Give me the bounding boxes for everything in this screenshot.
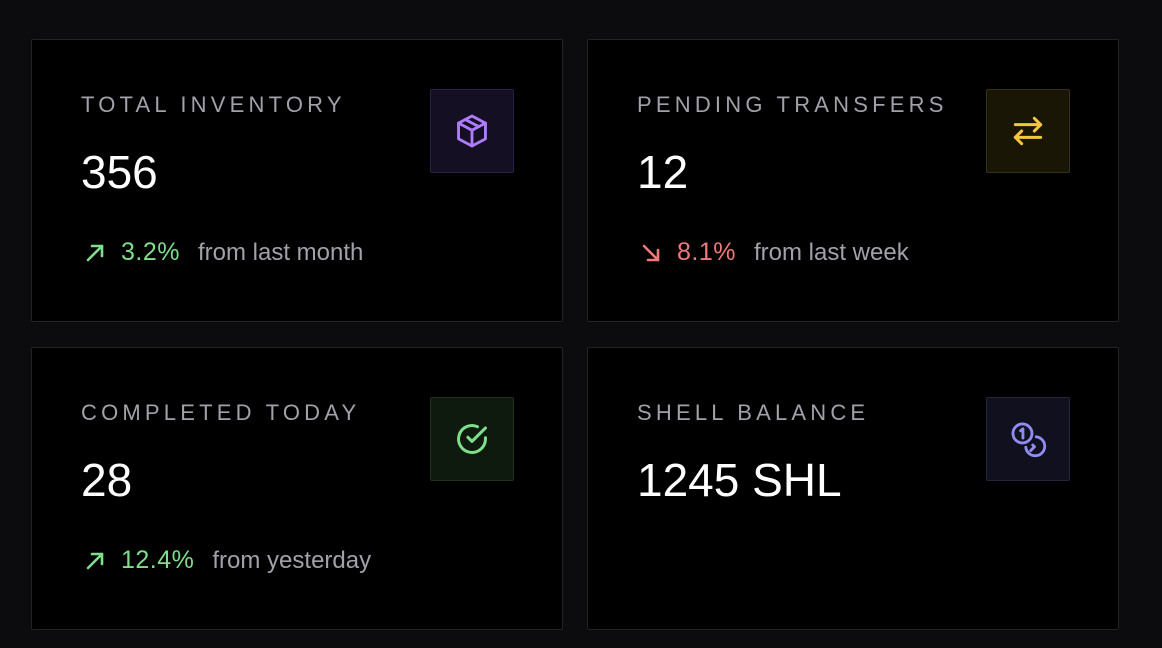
trend-percent: 8.1%: [677, 238, 736, 266]
trend-indicator: 8.1% from last week: [639, 238, 909, 267]
stats-grid: TOTAL INVENTORY 356 3.2% from last month…: [31, 39, 1119, 630]
trend-percent: 3.2%: [121, 238, 180, 266]
icon-box: [430, 397, 514, 481]
stat-card-shell-balance: SHELL BALANCE 1245 SHL: [587, 347, 1119, 630]
arrows-left-right-icon: [1013, 116, 1043, 146]
card-label: COMPLETED TODAY: [81, 400, 361, 425]
stat-card-completed-today: COMPLETED TODAY 28 12.4% from yesterday: [31, 347, 563, 630]
card-label: TOTAL INVENTORY: [81, 92, 346, 117]
card-value: 356: [81, 146, 158, 198]
trend-up-icon: [86, 244, 104, 261]
trend-up-icon: [86, 552, 104, 569]
card-value: 28: [81, 454, 133, 506]
trend-down-icon: [642, 244, 660, 261]
card-label: SHELL BALANCE: [637, 400, 870, 425]
trend-caption: from last month: [197, 238, 364, 266]
stat-card-pending-transfers: PENDING TRANSFERS 12 8.1% from last week: [587, 39, 1119, 322]
check-circle-icon: [457, 424, 487, 454]
trend-indicator: 3.2% from last month: [83, 238, 363, 267]
trend-indicator: 12.4% from yesterday: [83, 546, 371, 575]
card-label: PENDING TRANSFERS: [637, 92, 948, 117]
trend-caption: from last week: [753, 238, 909, 266]
icon-box: [430, 89, 514, 173]
icon-box: [986, 397, 1070, 481]
coins-icon: [1011, 422, 1047, 458]
trend-caption: from yesterday: [212, 546, 372, 574]
card-value: 12: [637, 146, 689, 198]
stat-card-total-inventory: TOTAL INVENTORY 356 3.2% from last month: [31, 39, 563, 322]
trend-percent: 12.4%: [121, 546, 195, 574]
card-value: 1245 SHL: [637, 454, 842, 506]
icon-box: [986, 89, 1070, 173]
package-icon: [457, 114, 487, 148]
